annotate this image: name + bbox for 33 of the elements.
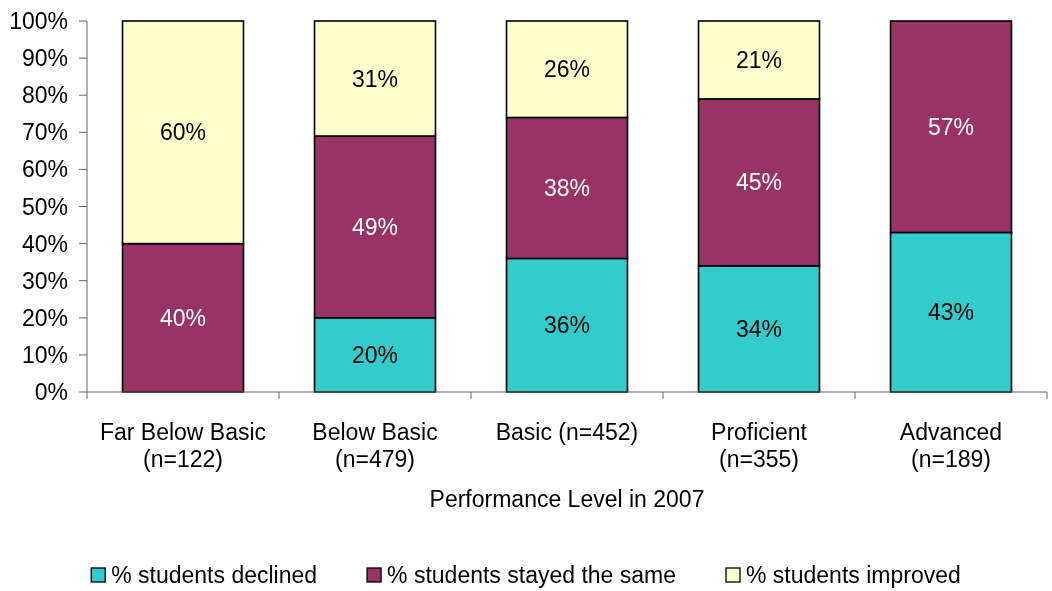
x-tick-label: Proficient (n=355) <box>711 419 808 472</box>
y-tick-label: 20% <box>21 304 68 331</box>
x-tick-label: Basic (n=452) <box>495 419 639 445</box>
y-tick-label: 10% <box>21 341 68 368</box>
data-label: 31% <box>351 65 399 92</box>
legend-label: % students improved <box>746 562 961 589</box>
y-tick-label: 80% <box>21 82 68 109</box>
legend-label: % students declined <box>111 562 318 589</box>
y-tick-label: 70% <box>21 119 68 146</box>
y-tick-label: 90% <box>21 45 68 72</box>
data-label: 38% <box>543 175 591 201</box>
x-tick-label: Far Below Basic (n=122) <box>99 419 267 472</box>
data-label: 45% <box>735 169 783 196</box>
x-tick-label: Below Basic (n=479) <box>312 419 438 472</box>
y-tick-label: 50% <box>21 193 68 220</box>
y-tick-label: 100% <box>9 8 68 35</box>
data-label: 34% <box>735 315 783 342</box>
y-tick-label: 60% <box>21 156 68 183</box>
data-label: 20% <box>351 341 399 368</box>
data-label: 49% <box>351 213 399 240</box>
y-tick-label: 40% <box>21 230 68 257</box>
data-label: 36% <box>543 312 591 339</box>
y-tick-label: 30% <box>21 267 68 294</box>
data-label: 21% <box>735 47 783 74</box>
x-tick-label: Advanced (n=189) <box>899 419 1003 472</box>
data-label: 57% <box>927 113 975 140</box>
data-label: 43% <box>927 299 975 326</box>
data-label: 26% <box>543 56 591 83</box>
x-axis-title: Performance Level in 2007 <box>429 486 705 512</box>
data-label: 40% <box>159 304 207 331</box>
legend-label: % students stayed the same <box>387 562 677 589</box>
data-label: 60% <box>159 119 207 146</box>
y-tick-label: 0% <box>34 379 68 406</box>
